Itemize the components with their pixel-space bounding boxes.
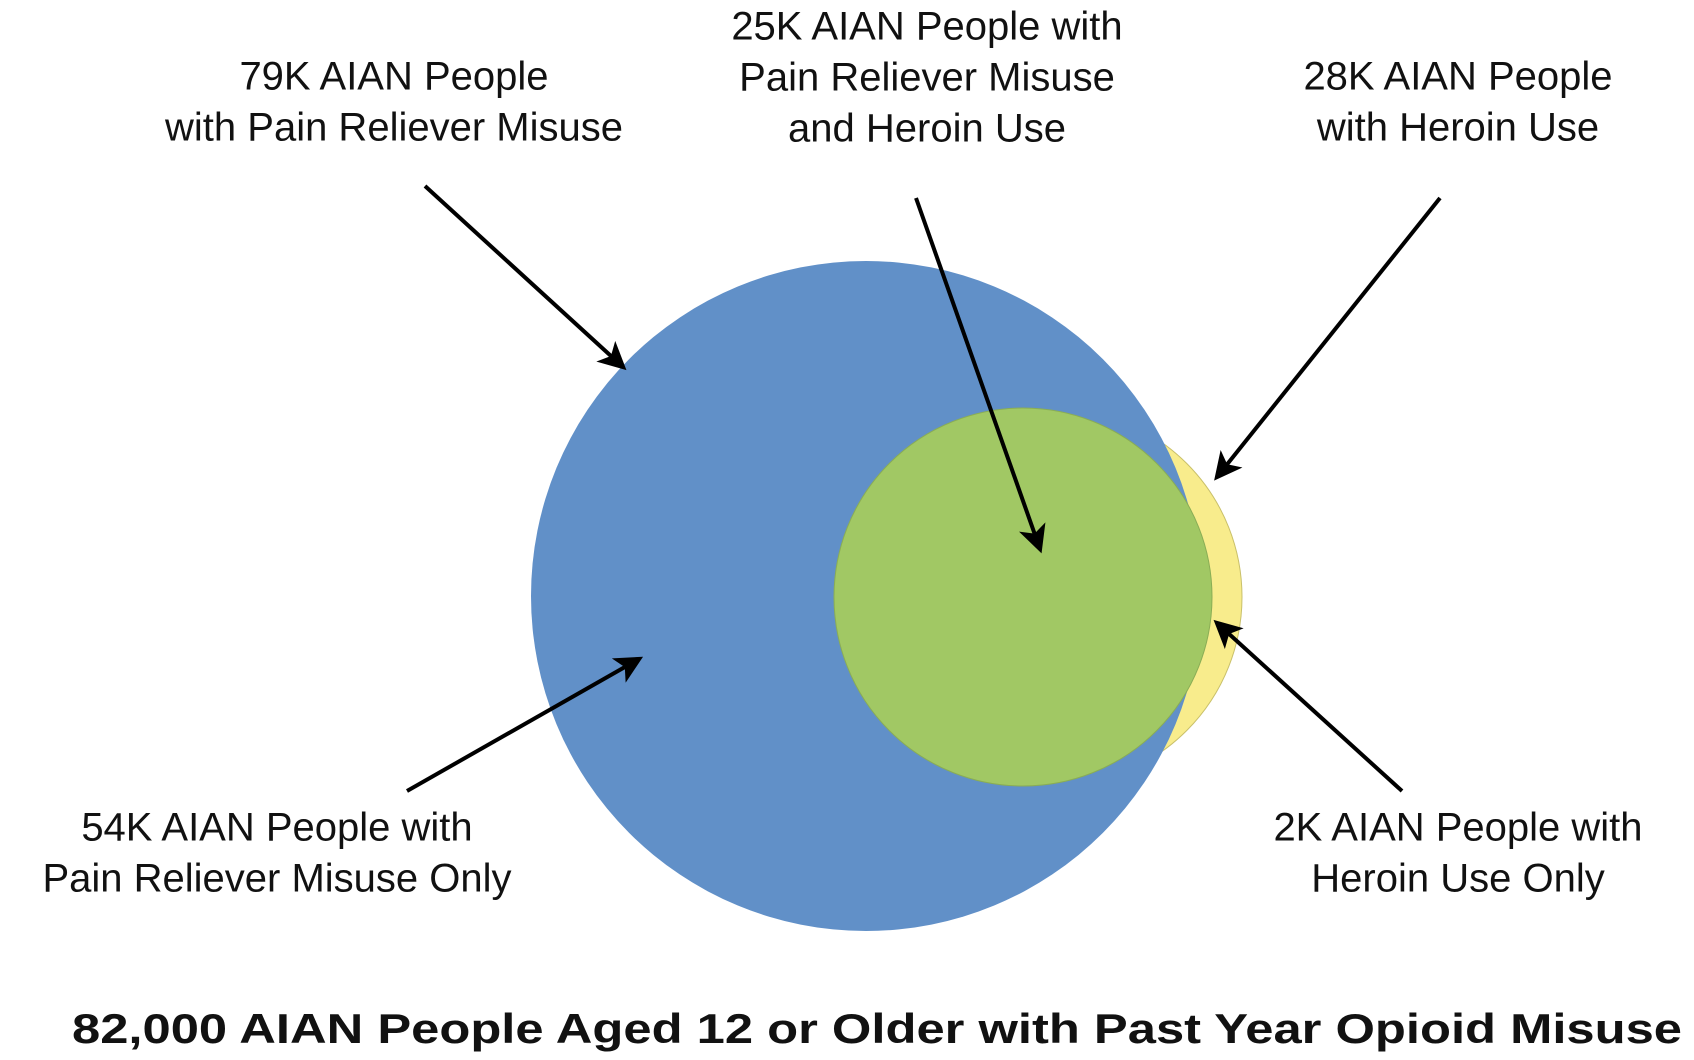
label-line: Heroin Use Only xyxy=(1311,857,1604,901)
arrow xyxy=(1214,196,1442,481)
label-line: with Pain Reliever Misuse xyxy=(164,106,623,150)
arrow xyxy=(914,197,1046,554)
label-line: and Heroin Use xyxy=(788,107,1066,151)
label-line: 28K AIAN People xyxy=(1303,55,1612,99)
label-line: with Heroin Use xyxy=(1316,106,1599,150)
labels: 79K AIAN People with Pain Reliever Misuse… xyxy=(42,5,1642,901)
label-line: Pain Reliever Misuse xyxy=(739,56,1115,100)
overlap-circle xyxy=(833,407,1213,787)
title: 82,000 AIAN People Aged 12 or Older with… xyxy=(72,1005,1682,1052)
arrow xyxy=(1213,619,1404,793)
label-line: 54K AIAN People with xyxy=(81,806,472,850)
arrow xyxy=(423,184,627,371)
arrow xyxy=(406,656,644,793)
label-line: Pain Reliever Misuse Only xyxy=(42,857,511,901)
label-line: 79K AIAN People xyxy=(239,55,548,99)
label-line: 25K AIAN People with xyxy=(731,5,1122,49)
label-line: 2K AIAN People with xyxy=(1273,806,1642,850)
